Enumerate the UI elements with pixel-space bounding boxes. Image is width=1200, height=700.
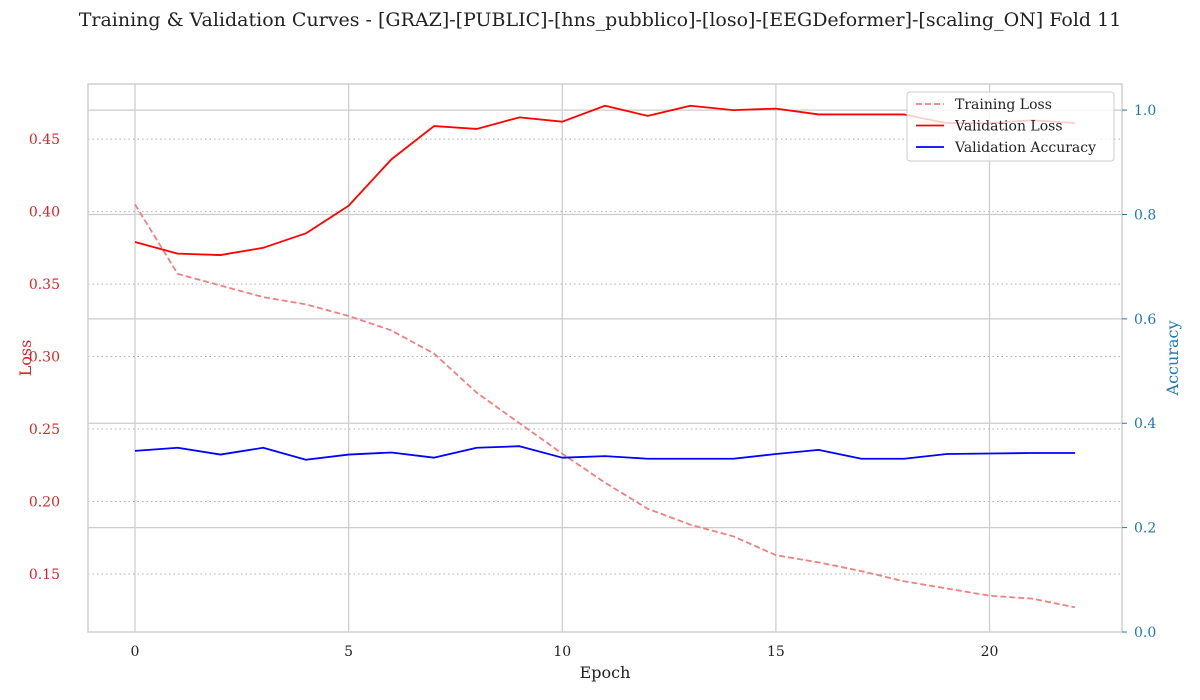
y-left-tick-label: 0.35 bbox=[29, 277, 60, 293]
plot-frame bbox=[87, 83, 1123, 633]
y-right-tick-label: 0.8 bbox=[1134, 207, 1156, 223]
y-left-tick-label: 0.40 bbox=[29, 205, 60, 221]
y-right-axis-label: Accuracy bbox=[1163, 321, 1182, 397]
y-left-tick-label: 0.20 bbox=[29, 495, 60, 511]
y-right-tick-label: 1.0 bbox=[1134, 103, 1156, 119]
x-tick-label: 5 bbox=[344, 644, 353, 660]
x-tick-label: 0 bbox=[131, 644, 140, 660]
y-right-tick-label: 0.4 bbox=[1134, 416, 1156, 432]
legend-label: Training Loss bbox=[955, 97, 1052, 113]
x-tick-label: 20 bbox=[981, 644, 999, 660]
y-right-tick-label: 0.0 bbox=[1134, 625, 1156, 641]
chart-title: Training & Validation Curves - [GRAZ]-[P… bbox=[78, 9, 1122, 31]
x-tick-label: 10 bbox=[553, 644, 571, 660]
axis-layer: 0 5 10 15 20 0.0 0.2 0.4 0.6 0.8 1.0 0.15 0.20 0.25 0.… bbox=[29, 103, 1157, 660]
grid-layer bbox=[88, 84, 1122, 632]
legend-label: Validation Loss bbox=[954, 119, 1063, 135]
y-right-tick-label: 0.6 bbox=[1134, 312, 1156, 328]
y-left-tick-label: 0.30 bbox=[29, 350, 60, 366]
x-tick-label: 15 bbox=[767, 644, 785, 660]
x-axis-label: Epoch bbox=[580, 663, 631, 682]
series-line-training-loss bbox=[134, 203, 1076, 609]
y-left-tick-label: 0.25 bbox=[29, 422, 60, 438]
legend-box bbox=[906, 91, 1115, 162]
legend: Training Loss Validation Loss Validation A… bbox=[906, 91, 1115, 162]
y-left-axis-label: Loss bbox=[16, 340, 35, 377]
legend-label: Validation Accuracy bbox=[954, 140, 1096, 156]
y-left-tick-label: 0.45 bbox=[29, 132, 60, 148]
y-right-tick-label: 0.2 bbox=[1134, 521, 1156, 537]
y-left-tick-label: 0.15 bbox=[29, 567, 60, 583]
series-line-validation-accuracy bbox=[134, 445, 1075, 461]
